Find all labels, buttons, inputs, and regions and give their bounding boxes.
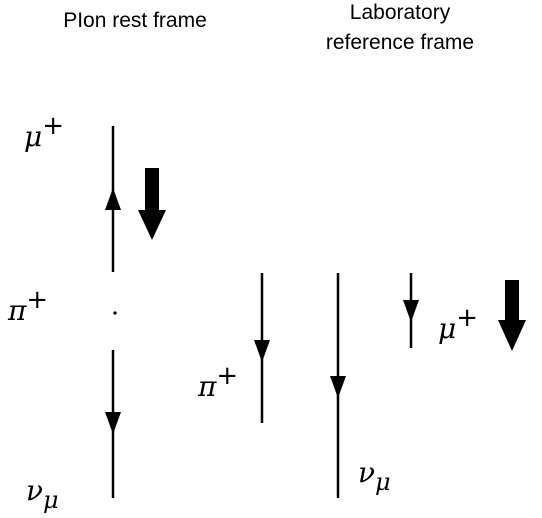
lab-pion-label: π+: [198, 361, 238, 403]
rest-muon-charge: +: [42, 111, 64, 141]
lab-muon-symbol: μ: [438, 312, 457, 345]
rest-neutrino-flavor: μ: [43, 486, 59, 514]
pion-rest-frame-title: PIon rest frame: [63, 9, 207, 32]
rest-pion-symbol: π: [8, 294, 27, 327]
lab-frame-title-line1: Laboratory: [349, 1, 451, 24]
rest-pion-label: π+: [8, 285, 48, 327]
rest-neutrino-symbol: ν: [26, 474, 44, 507]
pion-rest-frame-heading: PIon rest frame: [30, 6, 240, 36]
lab-neutrino-direction-arrow: [330, 376, 346, 398]
lab-muon-charge: +: [456, 303, 478, 333]
lab-neutrino-label: νμ: [358, 456, 391, 497]
rest-neutrino-direction-arrow: [105, 412, 121, 434]
rest-pion-dot: [113, 311, 117, 315]
rest-muon-label: μ+: [24, 111, 64, 153]
rest-muon-direction-arrow: [105, 188, 121, 210]
lab-pion-direction-arrow: [254, 340, 270, 362]
lab-frame-heading: Laboratory reference frame: [290, 0, 510, 58]
lab-muon-direction-arrow: [403, 300, 419, 322]
rest-muon-spin-arrow: [138, 168, 166, 240]
lab-neutrino-symbol: ν: [358, 456, 376, 489]
lab-pion-symbol: π: [198, 370, 217, 403]
rest-muon-symbol: μ: [24, 120, 43, 153]
lab-muon-label: μ+: [438, 303, 478, 345]
rest-pion-charge: +: [26, 285, 49, 315]
lab-muon-spin-arrow: [498, 280, 526, 351]
lab-frame-title-line2: reference frame: [325, 31, 475, 54]
rest-neutrino-label: νμ: [26, 474, 59, 515]
lab-neutrino-flavor: μ: [375, 468, 391, 496]
lab-pion-charge: +: [216, 361, 239, 391]
